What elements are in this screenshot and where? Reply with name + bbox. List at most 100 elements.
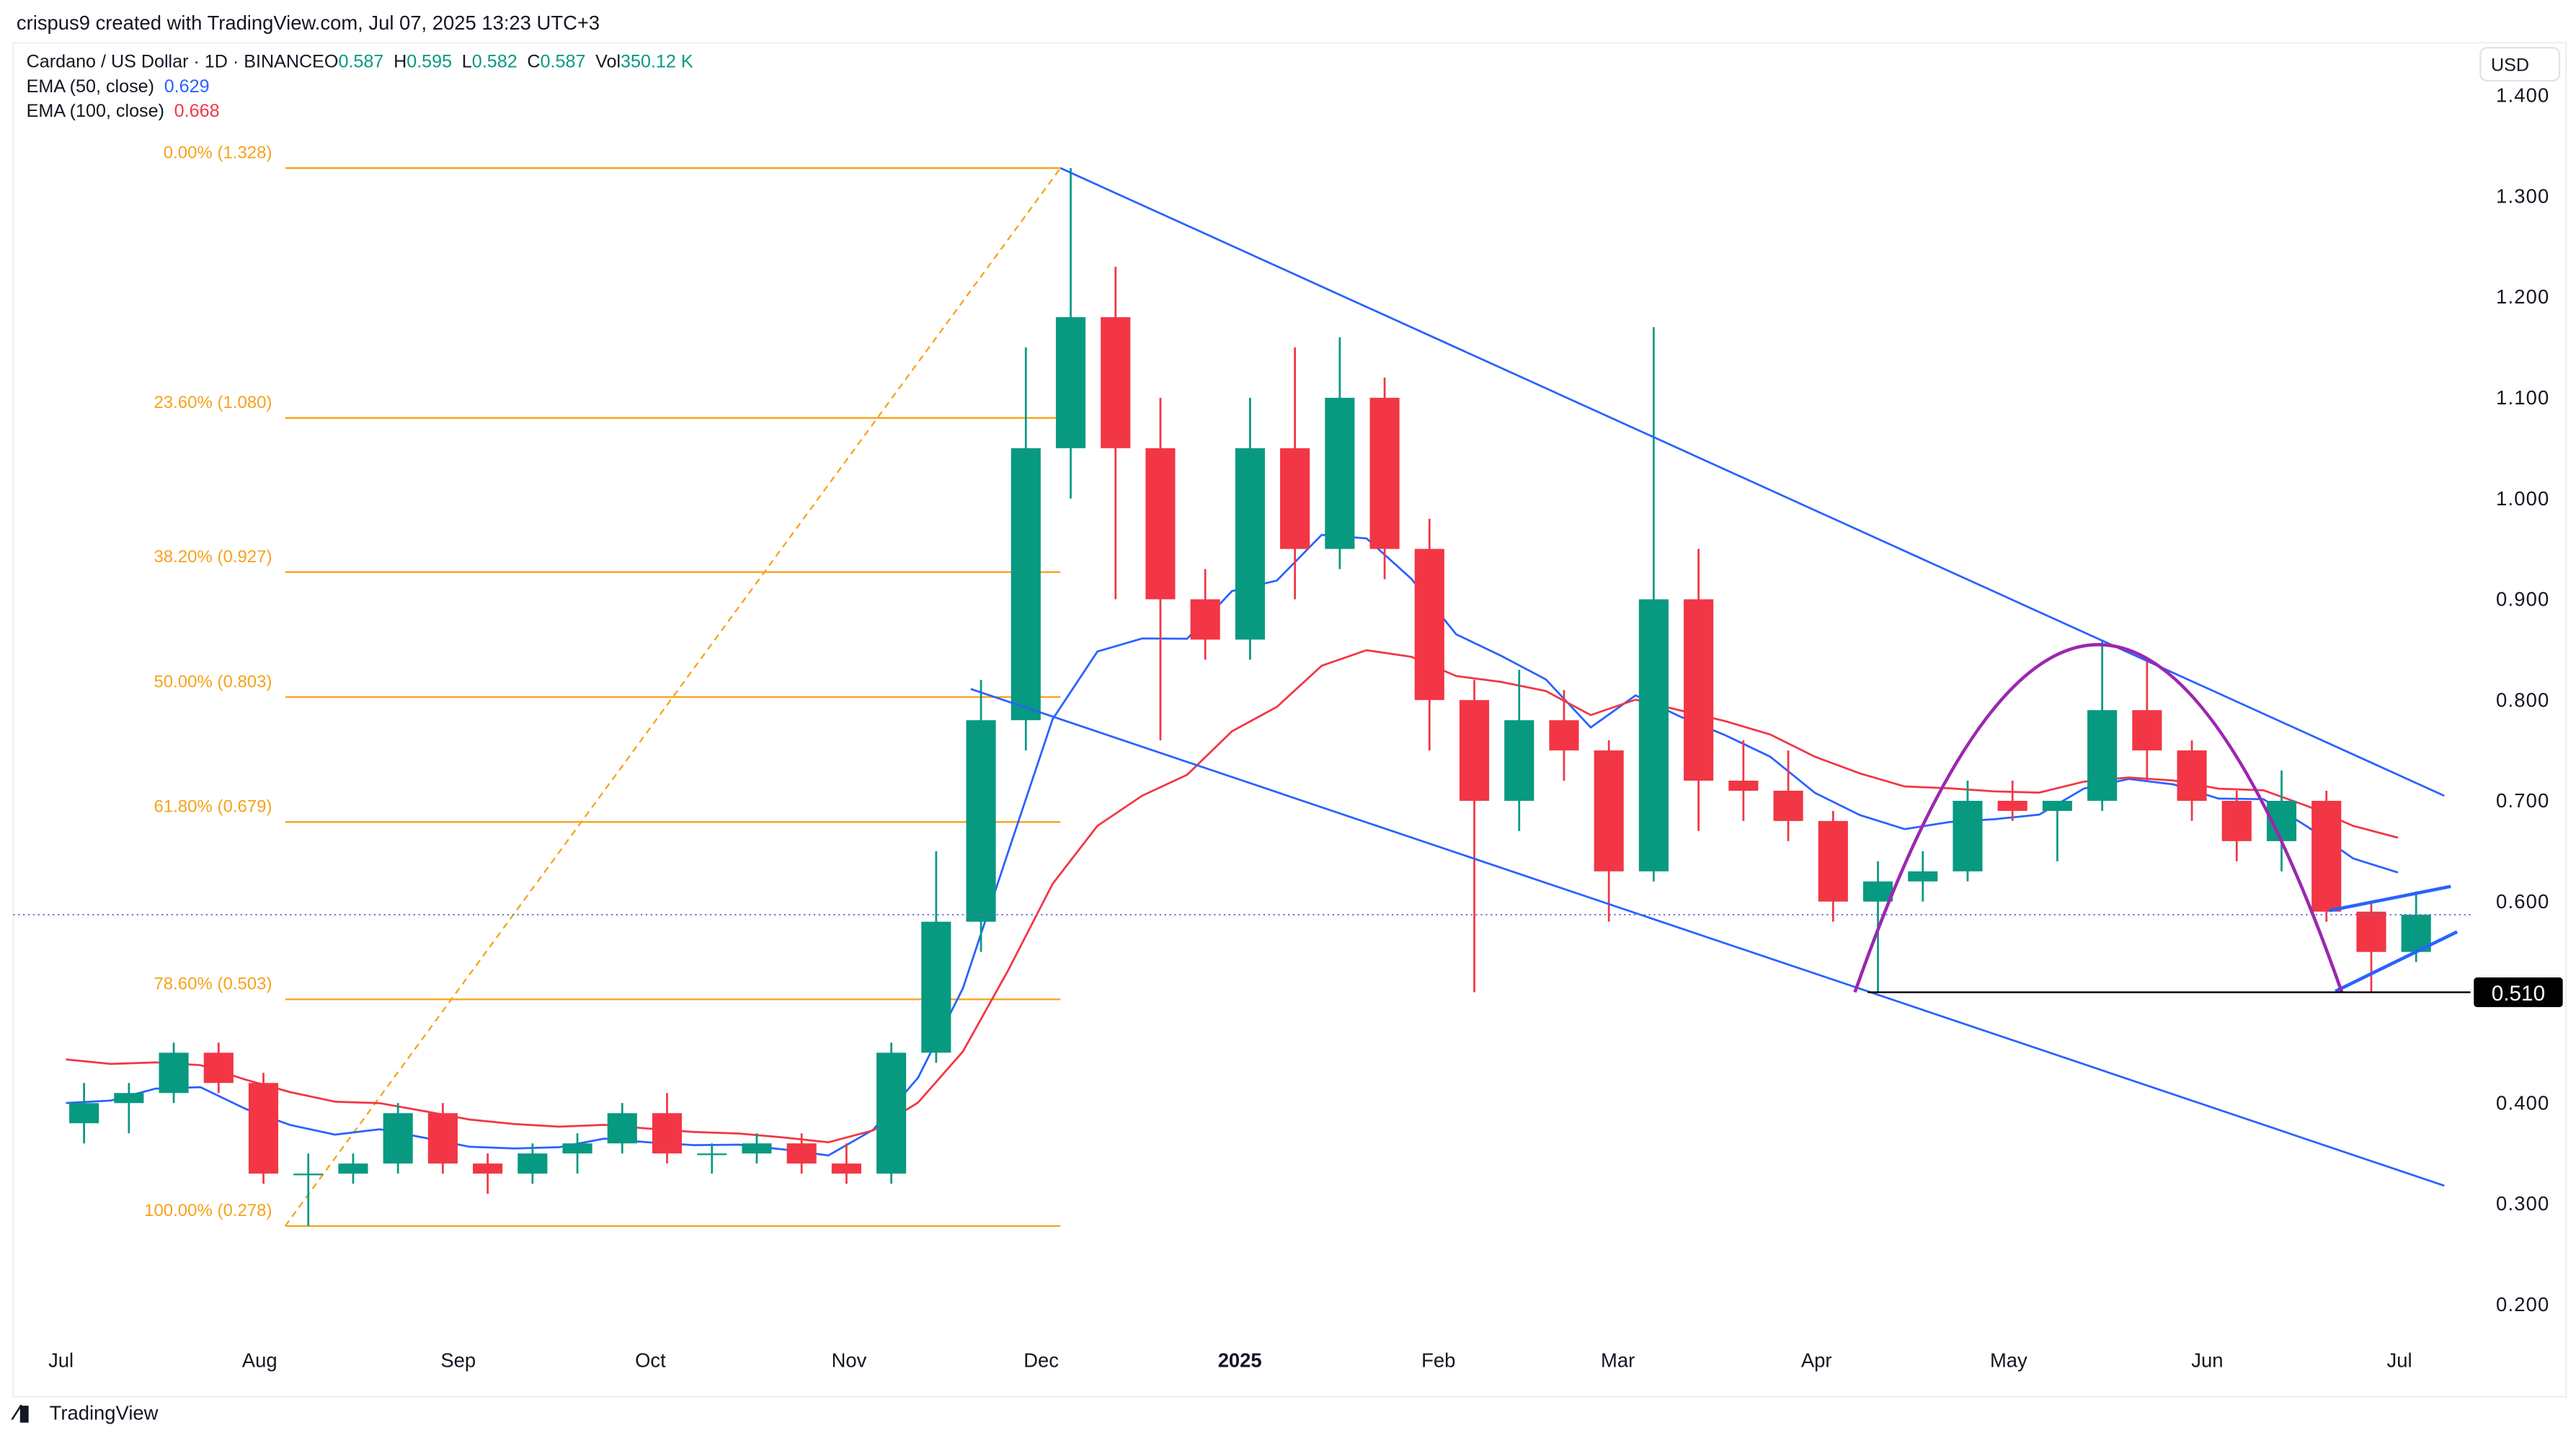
candle-body: [248, 1083, 279, 1174]
y-tick-label: 0.200: [2496, 1293, 2549, 1316]
support-price-label: 0.510: [2492, 982, 2545, 1006]
ohlc-value: 0.582: [472, 52, 518, 72]
y-tick-label: 1.100: [2496, 386, 2549, 409]
candle-body: [2356, 911, 2386, 952]
ema50-value: 0.629: [164, 76, 210, 97]
tradingview-logo[interactable]: ⁄▮ TradingView: [11, 1401, 159, 1425]
logo-text: TradingView: [50, 1402, 159, 1424]
candle-body: [69, 1103, 99, 1124]
candle-body: [114, 1093, 144, 1104]
fib-level-label: 61.80% (0.679): [154, 797, 272, 817]
candle-body: [1145, 448, 1176, 600]
svg-text:EMA (100, close)0.668: EMA (100, close) 0.668: [27, 101, 220, 121]
candle-body: [1235, 448, 1265, 640]
x-tick-label: Jun: [2191, 1349, 2223, 1372]
channel-upper-line: [1060, 167, 2445, 797]
y-tick-label: 1.300: [2496, 185, 2549, 207]
ohlc-label: C: [527, 52, 540, 72]
candle-body: [2221, 800, 2252, 841]
currency-label: USD: [2491, 55, 2529, 75]
ema50-label: EMA (50, close): [27, 76, 154, 97]
time-axis[interactable]: Jul Aug Sep Oct Nov Dec 2025 Feb Mar Apr May Jun Jul: [48, 1349, 2412, 1372]
wedge-upper-line: [2328, 884, 2451, 913]
candle-body: [518, 1153, 548, 1174]
y-tick-label: 0.700: [2496, 789, 2549, 812]
candle-body: [1953, 800, 1983, 871]
y-tick-label: 0.600: [2496, 890, 2549, 913]
candle-body: [2132, 710, 2162, 751]
x-tick-label: Jul: [48, 1349, 74, 1372]
candle-body: [607, 1113, 637, 1144]
credit-text: crispus9 created with TradingView.com, J…: [17, 12, 600, 34]
candle-body: [1414, 549, 1444, 701]
x-tick-label: Sep: [440, 1349, 476, 1372]
candle-body: [1011, 448, 1041, 721]
price-axis[interactable]: 1.400 1.300 1.200 1.100 1.000 0.900 0.800 0.700…: [2496, 84, 2549, 1316]
candle-body: [293, 1174, 324, 1176]
x-tick-label: May: [1990, 1349, 2028, 1372]
channel-lower-line: [970, 688, 2445, 1187]
ema100-value: 0.668: [174, 101, 220, 121]
ema-lines: [66, 533, 2399, 1157]
candle-body: [1549, 720, 1579, 751]
ohlc-label: Vol: [595, 52, 621, 72]
drawings[interactable]: 0.510: [13, 167, 2563, 1187]
ema100-line: [66, 649, 2399, 1144]
logo-icon: ⁄▮: [11, 1401, 30, 1425]
candle-body: [1280, 448, 1310, 549]
currency-button[interactable]: USD: [2479, 47, 2561, 82]
ema50-line: [66, 533, 2399, 1157]
candle-body: [966, 720, 996, 922]
y-tick-label: 0.900: [2496, 588, 2549, 611]
candle-body: [562, 1143, 592, 1154]
y-tick-label: 1.000: [2496, 487, 2549, 510]
ohlc-value: 0.587: [338, 52, 383, 72]
candle-body: [1997, 800, 2028, 811]
candle-body: [1190, 599, 1220, 640]
candle-body: [1773, 790, 1803, 821]
candle-body: [1684, 599, 1714, 781]
svg-text:EMA (50, close)0.629: EMA (50, close) 0.629: [27, 76, 210, 97]
ohlc-label: L: [462, 52, 472, 72]
candle-body: [1728, 781, 1759, 791]
fibonacci-retracement[interactable]: 0.00% (1.328) 23.60% (1.080) 38.20% (0.927…: [144, 143, 1062, 1227]
fib-level-label: 50.00% (0.803): [154, 672, 272, 691]
svg-text:Cardano / US Dollar · 1D · BIN: Cardano / US Dollar · 1D · BINANCEO0.587…: [27, 52, 693, 72]
ohlc-label: O: [324, 52, 339, 72]
x-tick-label: Oct: [635, 1349, 666, 1372]
x-tick-label: Apr: [1801, 1349, 1832, 1372]
candle-body: [831, 1163, 861, 1174]
candle-body: [1862, 881, 1893, 902]
candle-body: [921, 921, 951, 1053]
support-price-badge: [2474, 977, 2563, 1008]
ohlc-value: 350.12 K: [621, 52, 693, 72]
candle-body: [1908, 871, 1938, 882]
candle-body: [1459, 700, 1490, 801]
fib-level-label: 23.60% (1.080): [154, 393, 272, 412]
y-tick-label: 1.200: [2496, 285, 2549, 308]
candle-body: [338, 1163, 368, 1174]
candle-body: [1594, 750, 1624, 871]
chart-frame: [12, 42, 2567, 1398]
x-tick-label: Jul: [2387, 1349, 2412, 1372]
candle-body: [786, 1143, 817, 1164]
candle-body: [1504, 720, 1535, 801]
candle-body: [1638, 599, 1669, 871]
x-tick-label: Dec: [1023, 1349, 1059, 1372]
y-tick-label: 0.400: [2496, 1091, 2549, 1114]
fib-level-label: 38.20% (0.927): [154, 547, 272, 567]
candle-body: [652, 1113, 683, 1154]
x-tick-label: Nov: [832, 1349, 867, 1372]
candle-body: [1325, 397, 1355, 549]
x-tick-label: Aug: [242, 1349, 277, 1372]
fib-level-label: 0.00% (1.328): [164, 143, 272, 162]
candle-body: [697, 1153, 727, 1155]
legend: Cardano / US Dollar · 1D · BINANCEO0.587…: [27, 52, 693, 122]
candle-body: [427, 1113, 458, 1164]
candles: [69, 168, 2431, 1226]
candle-body: [1369, 397, 1400, 549]
ohlc-value: 0.595: [407, 52, 452, 72]
y-tick-label: 0.300: [2496, 1192, 2549, 1215]
ohlc-label: H: [394, 52, 407, 72]
